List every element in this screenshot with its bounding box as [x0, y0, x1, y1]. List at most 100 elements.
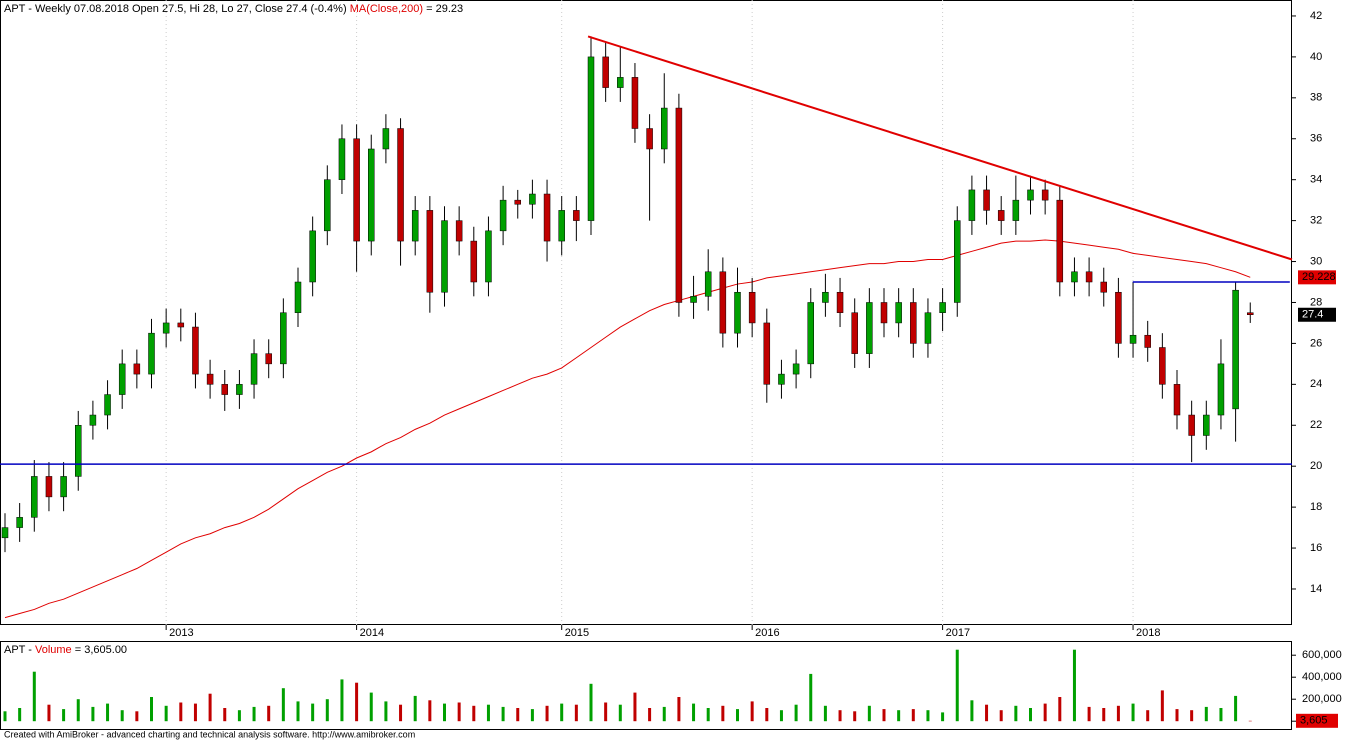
volume-bar: [208, 693, 212, 722]
volume-bar: [1043, 703, 1047, 722]
y-tick-label: 42: [1310, 10, 1322, 22]
y-tick-label: 30: [1310, 255, 1322, 267]
volume-bar: [1234, 695, 1238, 722]
y-tick-label: 38: [1310, 92, 1322, 104]
candle-body: [968, 189, 976, 221]
candle-body: [866, 302, 873, 354]
volume-bar: [296, 701, 300, 722]
volume-bar: [516, 708, 520, 722]
candle-body: [75, 425, 82, 477]
volume-bar: [47, 704, 51, 722]
volume-bar: [1248, 720, 1252, 722]
candle-body: [338, 138, 346, 180]
volume-tick-label: 400,000: [1302, 671, 1342, 683]
candle-body: [221, 384, 228, 395]
volume-bar: [779, 710, 783, 722]
candle-body: [324, 179, 331, 232]
candle-body: [470, 240, 478, 283]
volume-bar: [867, 705, 871, 722]
candle-body: [997, 210, 1005, 221]
x-tick-label: 2017: [946, 627, 970, 639]
indicator-label: MA(Close,200): [350, 3, 423, 15]
volume-bar: [120, 710, 124, 722]
y-tick-label: 24: [1310, 378, 1322, 390]
volume-bar: [384, 701, 388, 722]
candle-body: [734, 291, 741, 334]
volume-bar: [164, 705, 168, 722]
candle-body: [1115, 291, 1122, 344]
candle-body: [353, 138, 360, 242]
volume-bar: [736, 709, 739, 722]
y-tick-label: 14: [1310, 583, 1322, 595]
candle-body: [1, 527, 9, 539]
volume-bar: [76, 699, 80, 722]
candle-body: [133, 363, 141, 375]
candle-body: [573, 210, 580, 221]
candle-body: [441, 220, 448, 293]
y-tick-label: 20: [1310, 460, 1322, 472]
candle-body: [368, 148, 375, 242]
candle-body: [1232, 289, 1239, 410]
volume-bar: [355, 682, 359, 722]
volume-bar: [1204, 706, 1208, 722]
volume-bar: [3, 711, 7, 722]
candle-body: [148, 332, 155, 375]
candle-body: [250, 353, 258, 385]
volume-bar: [150, 697, 153, 722]
candle-body: [1041, 189, 1049, 201]
volume-bar: [677, 697, 681, 722]
volume-bar: [882, 709, 886, 722]
volume-bar: [574, 704, 578, 722]
volume-bar: [340, 679, 344, 722]
candle-body: [910, 302, 917, 344]
price-label-box: [1298, 307, 1336, 322]
candle-body: [763, 322, 771, 385]
candle-body: [954, 220, 961, 303]
y-tick-label: 40: [1310, 51, 1322, 63]
chart-title: APT - Weekly 07.08.2018 Open 27.5, Hi 28…: [4, 3, 463, 15]
volume-bar: [193, 703, 197, 722]
volume-bar: [604, 702, 608, 722]
volume-bar: [911, 709, 915, 722]
candle-body: [1203, 414, 1210, 436]
volume-bar: [135, 711, 139, 722]
volume-bar: [1190, 710, 1194, 722]
candle-body: [1056, 199, 1064, 283]
volume-value: = 3,605.00: [75, 644, 127, 656]
volume-tick-label: 200,000: [1302, 693, 1342, 705]
candle-body: [499, 199, 507, 232]
y-tick-label: 36: [1310, 133, 1322, 145]
candle-body: [280, 312, 287, 365]
volume-name: Volume: [35, 644, 72, 656]
candle-body: [924, 312, 932, 344]
volume-bar: [399, 704, 403, 722]
candle-body: [719, 271, 727, 334]
volume-bar: [721, 705, 725, 722]
price-label: 27.4: [1302, 309, 1323, 321]
candle-body: [646, 128, 653, 150]
volume-bar: [252, 706, 256, 722]
x-tick-label: 2015: [565, 627, 589, 639]
y-tick-label: 16: [1310, 542, 1322, 554]
volume-bar: [1146, 710, 1150, 722]
candle-body: [1027, 189, 1034, 201]
candle-body: [1071, 271, 1078, 283]
volume-bar: [237, 710, 241, 722]
candle-body: [836, 291, 844, 313]
volume-prefix: APT -: [4, 644, 35, 656]
volume-bar: [457, 702, 461, 722]
candle-body: [1173, 384, 1181, 416]
y-tick-label: 22: [1310, 419, 1322, 431]
volume-bar: [1160, 690, 1164, 722]
candle-body: [1085, 271, 1093, 283]
candle-body: [89, 414, 97, 426]
candle-body: [514, 199, 521, 205]
trendline: [587, 35, 1293, 261]
volume-bar: [443, 703, 446, 722]
volume-bar: [325, 699, 329, 722]
candle-body: [529, 193, 536, 205]
volume-bar: [765, 708, 769, 722]
volume-bar: [985, 704, 989, 722]
x-tick-label: 2016: [755, 627, 779, 639]
volume-bar: [706, 708, 710, 722]
